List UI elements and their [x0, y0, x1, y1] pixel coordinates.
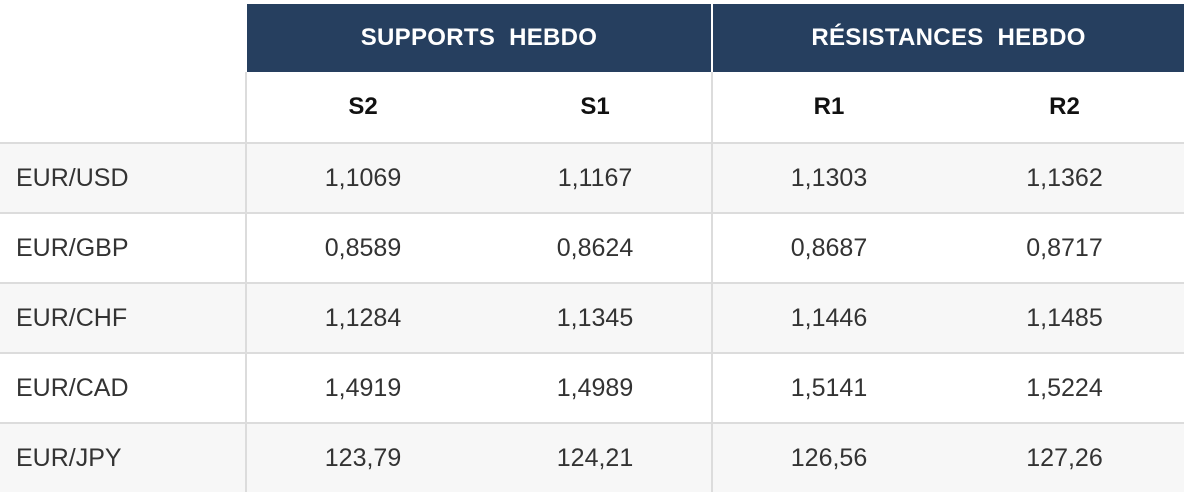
- column-header-s1: S1: [479, 72, 712, 144]
- r2-cell: 0,8717: [945, 213, 1185, 284]
- table-row: EUR/CHF 1,1284 1,1345 1,1446 1,1485: [0, 283, 1185, 354]
- r2-cell: 1,5224: [945, 353, 1185, 424]
- column-header-s2: S2: [245, 72, 479, 144]
- corner-blank-cell: [0, 72, 246, 144]
- s1-cell: 1,1345: [479, 283, 712, 354]
- column-header-r1: R1: [711, 72, 945, 144]
- s2-cell: 1,1069: [245, 143, 479, 214]
- group-header-row: SUPPORTS HEBDO RÉSISTANCES HEBDO: [0, 4, 1185, 72]
- r2-cell: 1,1485: [945, 283, 1185, 354]
- s2-cell: 123,79: [245, 423, 479, 492]
- r1-cell: 1,5141: [711, 353, 945, 424]
- table-row: EUR/CAD 1,4919 1,4989 1,5141 1,5224: [0, 353, 1185, 424]
- resistances-group-header: RÉSISTANCES HEBDO: [710, 4, 1185, 72]
- s2-cell: 0,8589: [245, 213, 479, 284]
- pair-cell: EUR/GBP: [0, 213, 246, 284]
- pair-cell: EUR/USD: [0, 143, 246, 214]
- r2-cell: 127,26: [945, 423, 1185, 492]
- r1-cell: 1,1446: [711, 283, 945, 354]
- s1-cell: 1,1167: [479, 143, 712, 214]
- table-row: EUR/JPY 123,79 124,21 126,56 127,26: [0, 423, 1185, 492]
- column-header-r2: R2: [945, 72, 1185, 144]
- s2-cell: 1,1284: [245, 283, 479, 354]
- pair-cell: EUR/CAD: [0, 353, 246, 424]
- s2-cell: 1,4919: [245, 353, 479, 424]
- pair-cell: EUR/JPY: [0, 423, 246, 492]
- s1-cell: 1,4989: [479, 353, 712, 424]
- table-row: EUR/GBP 0,8589 0,8624 0,8687 0,8717: [0, 213, 1185, 284]
- s1-cell: 124,21: [479, 423, 712, 492]
- supports-group-header: SUPPORTS HEBDO: [245, 4, 712, 72]
- r1-cell: 1,1303: [711, 143, 945, 214]
- r1-cell: 126,56: [711, 423, 945, 492]
- r1-cell: 0,8687: [711, 213, 945, 284]
- s1-cell: 0,8624: [479, 213, 712, 284]
- r2-cell: 1,1362: [945, 143, 1185, 214]
- corner-blank-cell: [0, 4, 246, 72]
- table-row: EUR/USD 1,1069 1,1167 1,1303 1,1362: [0, 143, 1185, 214]
- column-header-row: S2 S1 R1 R2: [0, 72, 1185, 144]
- pair-cell: EUR/CHF: [0, 283, 246, 354]
- weekly-levels-table: SUPPORTS HEBDO RÉSISTANCES HEBDO S2 S1 R…: [0, 4, 1185, 492]
